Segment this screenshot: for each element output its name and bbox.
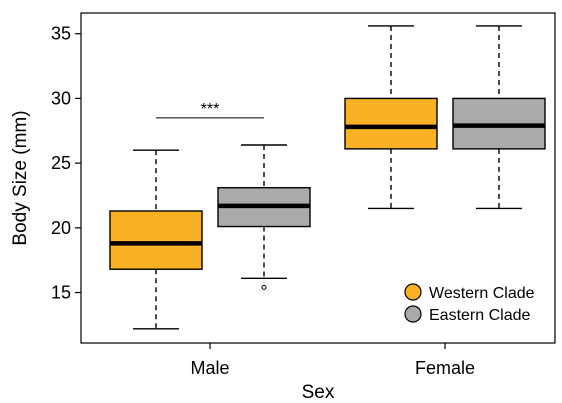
box-male-western-clade — [109, 149, 203, 330]
x-axis: Male Female — [190, 343, 475, 378]
y-tick-label: 30 — [51, 88, 71, 108]
legend-swatch — [404, 283, 422, 301]
legend-label: Eastern Clade — [429, 307, 530, 324]
box-female-western-clade — [344, 25, 438, 210]
box-iqr — [344, 97, 438, 150]
plot-panel — [80, 12, 556, 344]
legend-swatch — [404, 305, 422, 323]
x-tick-label: Female — [415, 358, 475, 378]
y-tick-label: 15 — [51, 283, 71, 303]
significance-label: *** — [201, 101, 220, 118]
x-tick-label: Male — [190, 358, 229, 378]
outlier-point — [261, 284, 267, 290]
legend: Western Clade Eastern Clade — [404, 283, 535, 324]
y-axis-label: Body Size (mm) — [10, 110, 31, 245]
y-axis: 15 20 25 30 35 — [51, 24, 81, 303]
y-tick-label: 35 — [51, 24, 71, 44]
x-axis-label: Sex — [302, 382, 335, 403]
box-iqr — [109, 210, 203, 270]
y-tick-label: 20 — [51, 218, 71, 238]
boxes — [109, 25, 546, 330]
legend-item: Eastern Clade — [404, 305, 530, 324]
annotations: *** — [156, 101, 264, 119]
box-female-eastern-clade — [452, 25, 546, 210]
legend-label: Western Clade — [429, 285, 535, 302]
legend-item: Western Clade — [404, 283, 535, 302]
y-tick-label: 25 — [51, 153, 71, 173]
box-male-eastern-clade — [217, 144, 311, 290]
